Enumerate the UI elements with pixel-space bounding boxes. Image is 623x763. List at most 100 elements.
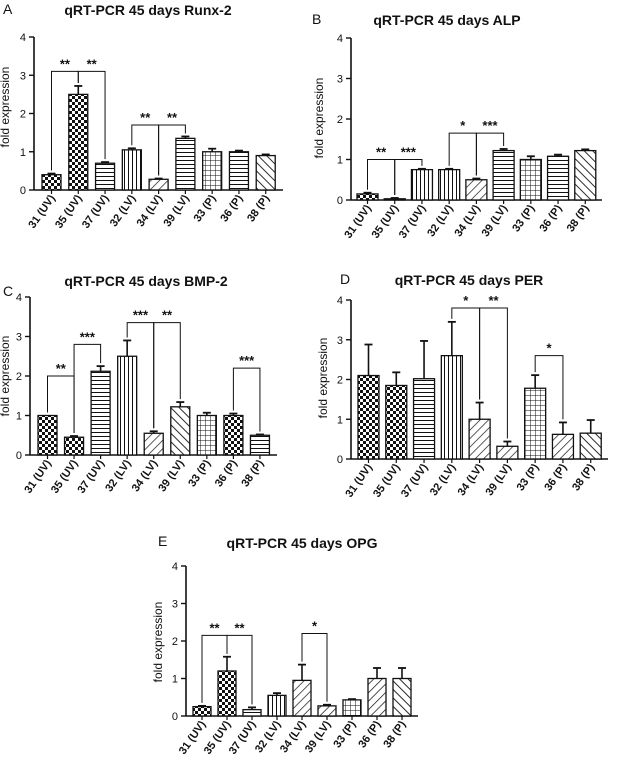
- significance-label: ***: [482, 118, 498, 133]
- x-tick-label: 33 (P): [510, 203, 537, 235]
- bar-6: [317, 705, 337, 717]
- chart-panel-e: qRT-PCR 45 days OPG fold expression 0 1 2 3…: [151, 535, 418, 757]
- y-tick-label: 4: [337, 295, 343, 307]
- y-tick-label: 2: [20, 109, 26, 121]
- chart-title: qRT-PCR 45 days ALP: [373, 12, 520, 28]
- panel-letter-e: E: [158, 533, 167, 549]
- x-tick-labels: 31 (UV)35 (UV)37 (UV)32 (LV)34 (LV)39 (L…: [26, 190, 272, 231]
- significance-label: *: [547, 341, 553, 356]
- bar-4: [438, 168, 461, 201]
- x-tick-label: 36 (P): [213, 458, 240, 490]
- x-tick-label: 39 (LV): [303, 719, 334, 756]
- bar-1: [356, 193, 379, 201]
- bar-6: [175, 137, 196, 191]
- bar-5: [148, 178, 169, 191]
- y-tick-label: 2: [16, 371, 22, 383]
- significance-label: ***: [80, 329, 96, 344]
- bar-2: [63, 436, 85, 456]
- bar-3: [412, 378, 436, 460]
- x-tick-label: 34 (LV): [130, 458, 161, 495]
- significance-label: *: [463, 293, 469, 308]
- panel-letter-c: C: [3, 283, 13, 299]
- significance-label: ***: [133, 308, 149, 323]
- y-axis-label: fold expression: [151, 602, 165, 683]
- significance-annotations: ** **** ***: [367, 118, 505, 195]
- y-tick-label: 3: [16, 332, 22, 344]
- y-tick-label: 1: [337, 414, 343, 426]
- bar-8: [228, 151, 250, 191]
- chart-panel-d: qRT-PCR 45 days PER fold expression 0 1 2 3…: [316, 272, 608, 500]
- y-tick-label: 1: [172, 674, 178, 686]
- significance-bracket: [301, 633, 328, 702]
- x-tick-label: 39 (LV): [156, 458, 187, 495]
- significance-label: *: [312, 619, 318, 634]
- y-tick-label: 2: [172, 636, 178, 648]
- significance-label: **: [488, 293, 499, 308]
- bar-5: [465, 179, 488, 201]
- chart-title: qRT-PCR 45 days BMP-2: [64, 273, 228, 289]
- x-tick-label: 34 (LV): [456, 462, 487, 499]
- x-tick-label: 31 (UV): [342, 203, 374, 241]
- x-tick-label: 32 (LV): [108, 193, 139, 230]
- x-tick-label: 36 (P): [537, 203, 564, 235]
- x-tick-label: 38 (P): [565, 203, 592, 235]
- y-axis-label: fold expression: [316, 338, 330, 419]
- x-tick-label: 37 (UV): [399, 462, 431, 500]
- bar-1: [192, 705, 212, 717]
- bar-5: [292, 679, 312, 717]
- significance-label: **: [56, 361, 67, 376]
- significance-bracket: [232, 367, 261, 432]
- chart-bars: [192, 655, 412, 717]
- bar-6: [170, 406, 191, 456]
- y-tick-label: 4: [337, 33, 343, 45]
- x-tick-label: 31 (UV): [343, 462, 375, 500]
- significance-bracket: [534, 355, 564, 420]
- x-tick-label: 37 (UV): [227, 719, 259, 757]
- significance-bracket: [73, 343, 102, 434]
- bar-8: [546, 155, 570, 201]
- bar-6: [492, 149, 515, 201]
- x-tick-label: 34 (LV): [135, 193, 166, 230]
- y-tick-label: 3: [337, 335, 343, 347]
- significance-bracket: [367, 159, 396, 195]
- bar-2: [383, 198, 406, 201]
- bar-7: [524, 387, 547, 460]
- y-axis-label: fold expression: [0, 67, 12, 148]
- y-tick-label: 1: [20, 147, 26, 159]
- y-tick-label: 4: [16, 292, 22, 304]
- bar-3: [90, 370, 111, 456]
- x-tick-label: 37 (UV): [397, 203, 429, 241]
- significance-label: **: [376, 145, 387, 160]
- y-tick-label: 0: [337, 195, 343, 207]
- x-tick-label: 38 (P): [245, 193, 272, 225]
- bar-9: [392, 677, 412, 717]
- x-tick-label: 39 (LV): [480, 203, 511, 240]
- significance-bracket: [394, 159, 423, 195]
- bar-9: [579, 432, 602, 460]
- significance-label: **: [60, 56, 71, 71]
- y-tick-label: 1: [16, 411, 22, 423]
- bar-8: [551, 433, 575, 460]
- bar-5: [468, 418, 491, 460]
- bar-3: [410, 168, 434, 201]
- chart-bars: [37, 339, 271, 456]
- panel-letter-a: A: [3, 1, 13, 17]
- chart-panel-c: qRT-PCR 45 days BMP-2 fold expression 0 1…: [0, 273, 277, 496]
- y-tick-label: 4: [20, 32, 26, 44]
- x-tick-label: 35 (UV): [370, 203, 402, 241]
- bar-5: [143, 432, 164, 456]
- bar-7: [342, 699, 362, 717]
- y-tick-label: 0: [337, 454, 343, 466]
- significance-label: ***: [401, 145, 417, 160]
- significance-bracket: [158, 124, 186, 176]
- bar-7: [519, 158, 542, 201]
- y-tick-label: 2: [337, 114, 343, 126]
- bar-4: [121, 149, 142, 191]
- bar-7: [196, 414, 217, 456]
- bar-1: [41, 174, 62, 191]
- significance-label: **: [209, 620, 220, 635]
- y-tick-label: 0: [16, 450, 22, 462]
- bar-3: [242, 708, 262, 717]
- significance-annotations: * ***: [451, 293, 564, 439]
